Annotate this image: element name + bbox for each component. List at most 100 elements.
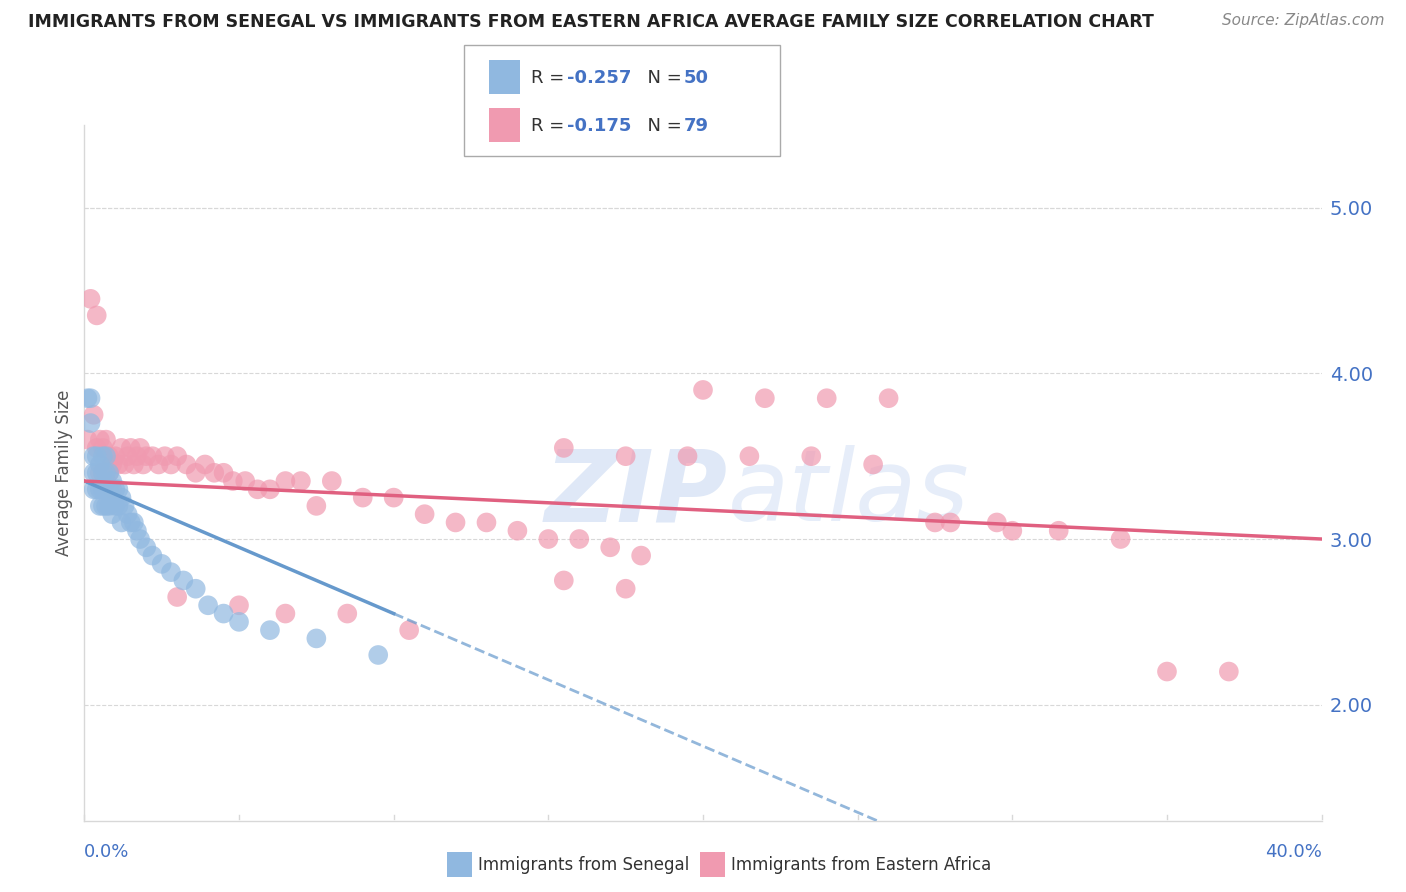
Text: R =: R = [531, 117, 571, 135]
Point [274, 607, 297, 621]
Point [120, 516, 142, 530]
Text: 0.0%: 0.0% [84, 843, 129, 861]
Point [91, 466, 114, 480]
Point [568, 532, 591, 546]
Point [475, 516, 498, 530]
Point [132, 458, 155, 472]
Point [101, 474, 124, 488]
Point [160, 458, 183, 472]
Point [444, 516, 467, 530]
Text: -0.175: -0.175 [567, 117, 631, 135]
Point [86, 483, 108, 497]
Point [614, 449, 637, 463]
Point [259, 483, 281, 497]
Point [89, 483, 111, 497]
Point [98, 449, 121, 463]
Point [89, 499, 111, 513]
Text: Source: ZipAtlas.com: Source: ZipAtlas.com [1222, 13, 1385, 29]
Point [413, 507, 436, 521]
Text: IMMIGRANTS FROM SENEGAL VS IMMIGRANTS FROM EASTERN AFRICA AVERAGE FAMILY SIZE CO: IMMIGRANTS FROM SENEGAL VS IMMIGRANTS FR… [28, 13, 1154, 31]
Point [148, 458, 170, 472]
Point [202, 466, 225, 480]
Point [197, 599, 219, 613]
Point [98, 466, 121, 480]
Point [83, 408, 105, 422]
Point [114, 499, 136, 513]
Point [877, 391, 900, 405]
Point [98, 466, 121, 480]
Point [98, 499, 121, 513]
Point [305, 632, 328, 646]
Point [91, 441, 114, 455]
Point [176, 458, 198, 472]
Point [599, 541, 621, 555]
Point [398, 623, 420, 637]
Point [924, 516, 946, 530]
Point [101, 458, 124, 472]
Text: 79: 79 [683, 117, 709, 135]
Point [89, 458, 111, 472]
Text: N =: N = [636, 69, 688, 87]
Point [104, 483, 127, 497]
Point [94, 483, 117, 497]
Point [79, 391, 101, 405]
Point [259, 623, 281, 637]
Text: N =: N = [636, 117, 688, 135]
Point [160, 565, 183, 579]
Point [553, 441, 575, 455]
Point [120, 441, 142, 455]
Point [184, 466, 207, 480]
Point [91, 449, 114, 463]
Point [382, 491, 405, 505]
Point [1156, 665, 1178, 679]
Point [233, 474, 256, 488]
Point [222, 474, 245, 488]
Point [939, 516, 962, 530]
Y-axis label: Average Family Size: Average Family Size [55, 390, 73, 556]
Point [1001, 524, 1024, 538]
Point [110, 491, 132, 505]
Point [98, 483, 121, 497]
Point [91, 466, 114, 480]
Point [274, 474, 297, 488]
Text: Immigrants from Eastern Africa: Immigrants from Eastern Africa [731, 856, 991, 874]
Point [107, 499, 129, 513]
Text: 40.0%: 40.0% [1265, 843, 1322, 861]
Point [86, 466, 108, 480]
Point [107, 483, 129, 497]
Point [110, 441, 132, 455]
Point [76, 391, 98, 405]
Point [228, 615, 250, 629]
Point [1109, 532, 1132, 546]
Text: -0.257: -0.257 [567, 69, 631, 87]
Point [815, 391, 838, 405]
Point [86, 449, 108, 463]
Point [614, 582, 637, 596]
Point [86, 441, 108, 455]
Point [94, 433, 117, 447]
Point [228, 599, 250, 613]
Point [630, 549, 652, 563]
Point [79, 292, 101, 306]
Point [94, 466, 117, 480]
Point [754, 391, 776, 405]
Point [79, 416, 101, 430]
Point [129, 441, 152, 455]
Point [305, 499, 328, 513]
Point [125, 524, 148, 538]
Point [553, 574, 575, 588]
Point [83, 483, 105, 497]
Point [91, 483, 114, 497]
Point [166, 449, 188, 463]
Point [246, 483, 269, 497]
Point [110, 516, 132, 530]
Point [166, 590, 188, 604]
Point [114, 458, 136, 472]
Point [135, 449, 157, 463]
Point [107, 458, 129, 472]
Point [83, 466, 105, 480]
Point [135, 541, 157, 555]
Point [184, 582, 207, 596]
Point [76, 433, 98, 447]
Point [986, 516, 1008, 530]
